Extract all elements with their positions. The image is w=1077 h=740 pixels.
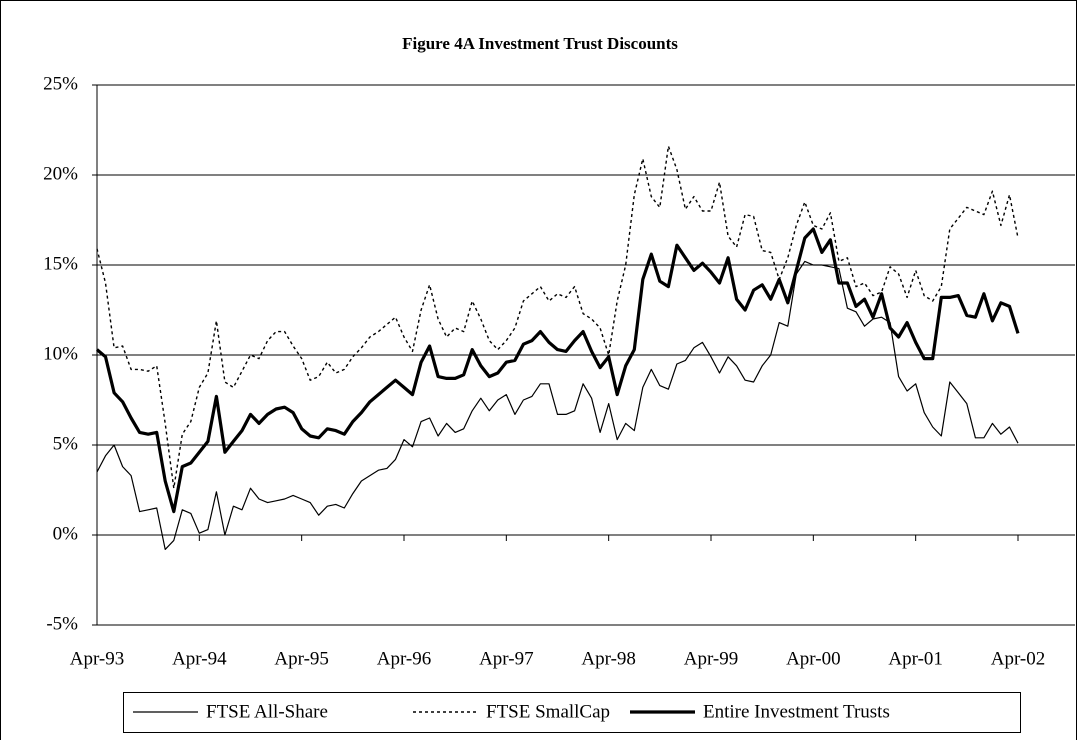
legend-box	[123, 692, 1021, 733]
y-tick-label: 0%	[53, 523, 79, 544]
x-tick-label: Apr-99	[684, 648, 739, 669]
series-line	[95, 227, 1020, 514]
x-tick-label: Apr-00	[786, 648, 841, 669]
x-tick-label: Apr-96	[377, 648, 432, 669]
x-tick-label: Apr-94	[172, 648, 227, 669]
series-line	[96, 260, 1019, 550]
y-tick-label: 5%	[53, 433, 79, 454]
x-tick-label: Apr-98	[581, 648, 636, 669]
legend-label: Entire Investment Trusts	[703, 701, 890, 722]
y-tick-label: 20%	[43, 163, 78, 184]
chart-title: Figure 4A Investment Trust Discounts	[402, 34, 678, 53]
legend-label: FTSE SmallCap	[486, 701, 610, 722]
y-tick-label: 15%	[43, 253, 78, 274]
y-tick-label: -5%	[46, 613, 78, 634]
x-tick-label: Apr-93	[70, 648, 125, 669]
x-tick-label: Apr-97	[479, 648, 534, 669]
x-tick-label: Apr-01	[888, 648, 943, 669]
legend-label: FTSE All-Share	[206, 701, 328, 722]
y-tick-label: 10%	[43, 343, 78, 364]
y-tick-label: 25%	[43, 73, 78, 94]
x-tick-label: Apr-02	[991, 648, 1046, 669]
x-tick-label: Apr-95	[274, 648, 329, 669]
